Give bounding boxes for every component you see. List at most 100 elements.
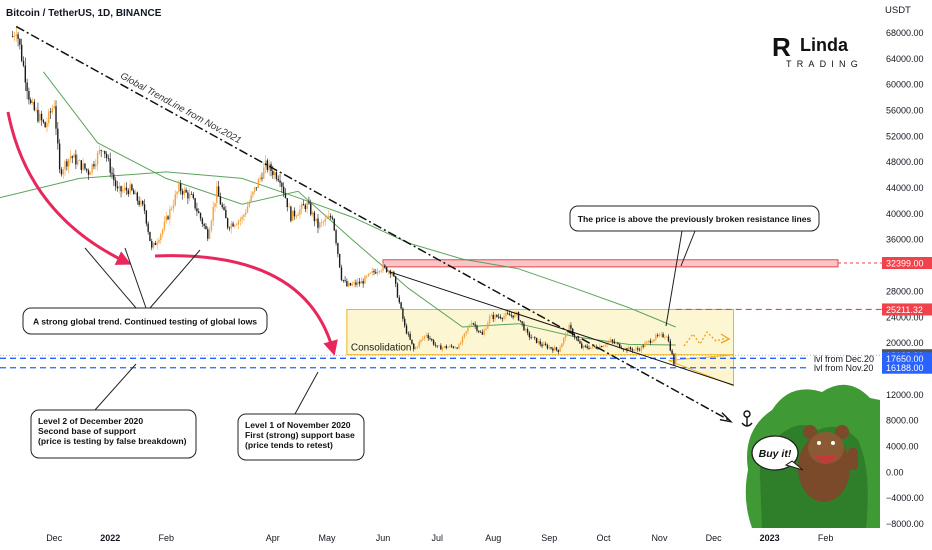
candle-body (147, 223, 149, 232)
callout-level-2: Level 2 of December 2020 Second base of … (30, 363, 197, 459)
currency-label: USDT (885, 5, 911, 16)
time-tick-label: Apr (266, 533, 280, 543)
support-line-tag: lvl from Nov.20 (814, 363, 873, 373)
candle-body (111, 172, 113, 175)
candle-body (387, 270, 390, 273)
candle-body (82, 163, 84, 170)
price-tick-label: 60000.00 (886, 80, 924, 90)
candle-body (320, 221, 323, 223)
candle-body (46, 122, 48, 128)
candle-body (532, 336, 534, 338)
candle-body (132, 190, 135, 195)
candle-body (291, 210, 294, 221)
candle-body (143, 204, 146, 211)
candle-body (35, 109, 37, 111)
candle-body (190, 193, 193, 195)
candle-body (497, 316, 500, 318)
linda-trading-logo: R Linda TRADING (772, 32, 863, 69)
candle-body (590, 347, 592, 349)
candle-body (151, 240, 153, 248)
candle-body (100, 150, 102, 151)
candle-body (84, 163, 86, 169)
candle-body (521, 321, 523, 324)
price-tick-label: 24000.00 (886, 312, 924, 322)
candle-body (673, 354, 675, 365)
candle-body (120, 186, 122, 192)
candle-body (568, 325, 570, 334)
candle-body (66, 161, 68, 167)
candle-body (69, 156, 72, 160)
candle-body (667, 336, 670, 342)
candle-body (216, 186, 218, 204)
candle-body (136, 192, 139, 201)
candle-body (160, 234, 162, 240)
candle-body (366, 275, 368, 277)
candle-body (237, 220, 240, 225)
candle-body (203, 223, 205, 226)
candle-body (322, 221, 325, 223)
candle-body (405, 325, 408, 334)
candle-body (290, 206, 292, 221)
candle-body (199, 213, 202, 219)
candle-body (512, 315, 514, 318)
moving-average-line (43, 71, 676, 346)
candle-body (337, 243, 339, 254)
candle-body (613, 341, 615, 344)
candle-body (232, 223, 234, 227)
candle-body (226, 218, 229, 228)
candle-body (277, 178, 279, 181)
candle-body (454, 347, 456, 349)
candle-body (452, 346, 455, 348)
buy-it-bubble: Buy it! (751, 435, 804, 471)
candle-body (87, 170, 90, 175)
candle-body (582, 345, 585, 349)
candle-body (223, 207, 225, 211)
candle-body (205, 225, 207, 230)
candle-body (181, 191, 184, 195)
candle-body (675, 353, 677, 365)
candle-body (510, 315, 513, 317)
price-tick-label: 56000.00 (886, 106, 924, 116)
candle-body (80, 160, 83, 170)
candle-body (304, 205, 307, 210)
candle-body (516, 312, 518, 314)
candle-body (619, 343, 621, 348)
time-axis[interactable]: Dec 2022 Feb Apr May Jun Jul Aug Sep Oct Nov Dec 202… (46, 533, 833, 543)
candle-body (306, 201, 308, 210)
candle-body (91, 164, 93, 173)
candle-body (404, 318, 406, 326)
candle-body (17, 34, 19, 39)
candle-body (514, 313, 516, 318)
candle-body (201, 218, 204, 224)
candle-body (660, 334, 662, 335)
candle-body (125, 187, 128, 191)
buy-it-text: Buy it! (759, 448, 792, 460)
candle-body (638, 349, 641, 351)
curve-arrow-right (154, 254, 338, 356)
candle-body (472, 323, 475, 325)
candle-body (295, 215, 298, 217)
candle-body (246, 206, 249, 213)
callout-resistance-text: The price is above the previously broken… (578, 214, 812, 224)
candle-body (71, 156, 73, 158)
candle-body (207, 229, 209, 239)
candle-body (355, 282, 357, 285)
candle-body (573, 335, 576, 338)
candle-body (396, 283, 399, 298)
logo-text-top: Linda (800, 35, 849, 55)
consolidation-box[interactable] (346, 309, 735, 356)
logo-text-bottom: TRADING (786, 59, 863, 69)
candle-body (669, 341, 671, 351)
candle-body (640, 345, 643, 351)
candle-body (311, 212, 314, 215)
candle-body (534, 336, 536, 338)
candle-body (505, 313, 507, 317)
candle-body (651, 341, 653, 343)
inner-trendline[interactable] (390, 271, 734, 386)
candle-body (142, 201, 144, 205)
candle-body (351, 283, 354, 286)
candle-body (425, 335, 428, 336)
candle-body (346, 280, 348, 287)
